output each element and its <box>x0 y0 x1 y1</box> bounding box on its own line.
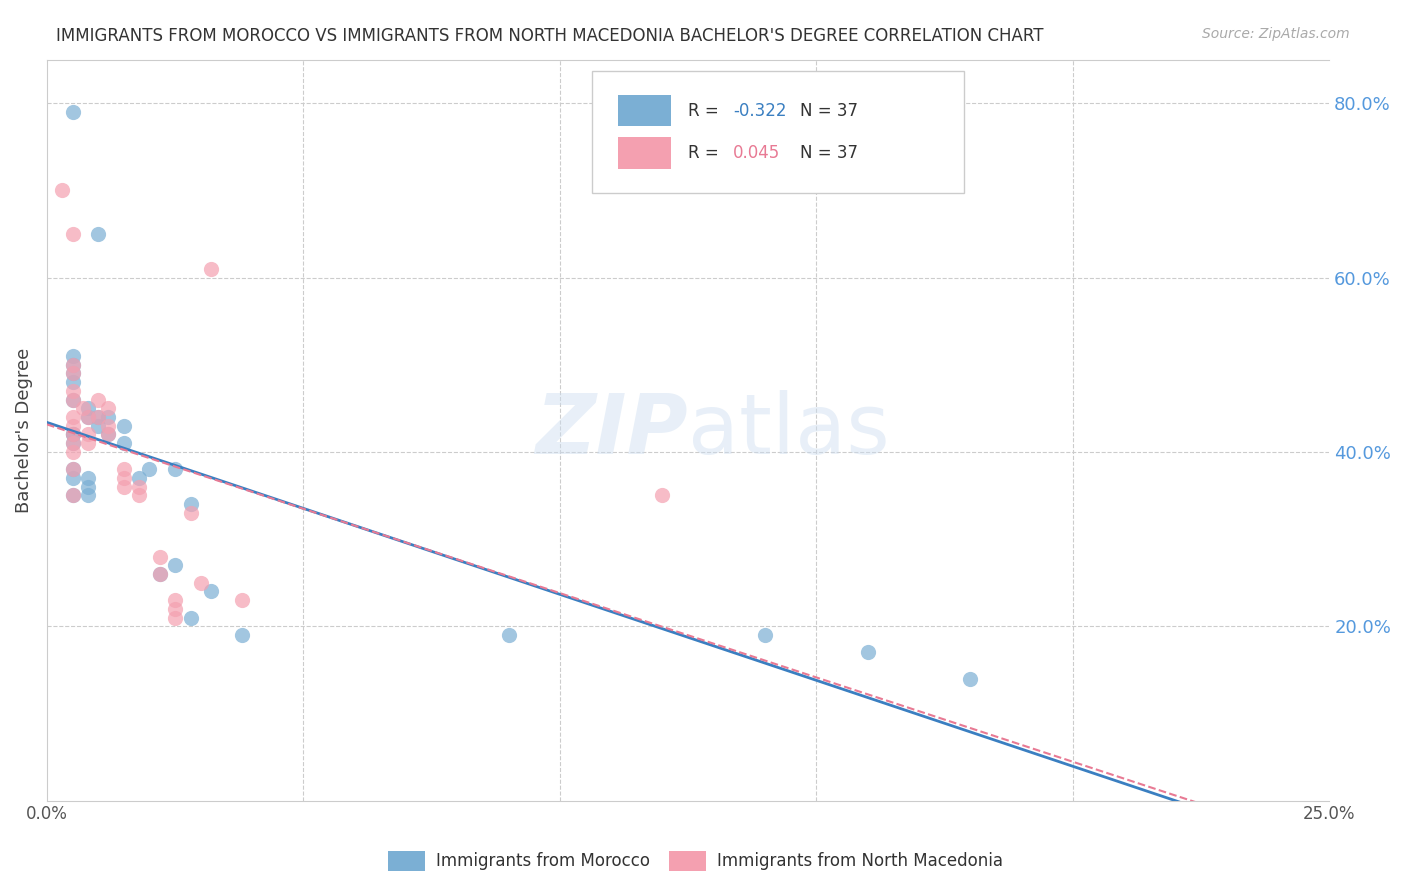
Point <box>149 549 172 564</box>
Point <box>112 418 135 433</box>
Text: atlas: atlas <box>688 390 890 471</box>
FancyBboxPatch shape <box>388 851 425 871</box>
Text: 0.045: 0.045 <box>733 144 780 162</box>
Text: N = 37: N = 37 <box>800 102 858 120</box>
Point <box>62 488 84 502</box>
Point <box>190 575 212 590</box>
Point <box>62 427 84 442</box>
Point <box>231 593 253 607</box>
Point <box>62 488 84 502</box>
Point <box>62 367 84 381</box>
Point <box>231 628 253 642</box>
Point <box>62 349 84 363</box>
Point <box>165 610 187 624</box>
Point <box>77 427 100 442</box>
Point <box>62 384 84 398</box>
Point <box>200 261 222 276</box>
Point <box>62 471 84 485</box>
Point <box>62 358 84 372</box>
Text: Source: ZipAtlas.com: Source: ZipAtlas.com <box>1202 27 1350 41</box>
Point <box>77 436 100 450</box>
Point <box>62 418 84 433</box>
Point <box>149 566 172 581</box>
Text: ZIP: ZIP <box>536 390 688 471</box>
Point <box>62 104 84 119</box>
Point <box>97 427 120 442</box>
Point <box>200 584 222 599</box>
Point <box>77 401 100 416</box>
Text: -0.322: -0.322 <box>733 102 786 120</box>
Point <box>87 410 110 425</box>
Text: R =: R = <box>688 102 724 120</box>
Point <box>77 480 100 494</box>
Point <box>651 488 673 502</box>
Point <box>62 410 84 425</box>
Text: IMMIGRANTS FROM MOROCCO VS IMMIGRANTS FROM NORTH MACEDONIA BACHELOR'S DEGREE COR: IMMIGRANTS FROM MOROCCO VS IMMIGRANTS FR… <box>56 27 1043 45</box>
Point <box>165 602 187 616</box>
Point <box>62 427 84 442</box>
Point <box>498 628 520 642</box>
Point <box>97 427 120 442</box>
Point <box>165 593 187 607</box>
Point <box>128 488 150 502</box>
Point <box>180 610 202 624</box>
Point <box>165 462 187 476</box>
Point <box>149 566 172 581</box>
Point <box>77 471 100 485</box>
Point <box>87 418 110 433</box>
Point <box>97 410 120 425</box>
Point <box>165 558 187 573</box>
FancyBboxPatch shape <box>669 851 706 871</box>
Y-axis label: Bachelor's Degree: Bachelor's Degree <box>15 348 32 513</box>
Point <box>87 392 110 407</box>
Text: N = 37: N = 37 <box>800 144 858 162</box>
Point <box>62 436 84 450</box>
Point <box>97 401 120 416</box>
Point <box>62 462 84 476</box>
Point <box>87 227 110 241</box>
Point <box>77 410 100 425</box>
Point <box>62 392 84 407</box>
Point <box>128 480 150 494</box>
Point <box>77 488 100 502</box>
Point <box>856 645 879 659</box>
FancyBboxPatch shape <box>617 137 672 169</box>
Text: R =: R = <box>688 144 730 162</box>
Point <box>128 471 150 485</box>
Point <box>754 628 776 642</box>
FancyBboxPatch shape <box>617 95 672 127</box>
Text: Immigrants from North Macedonia: Immigrants from North Macedonia <box>717 852 1002 870</box>
Point <box>62 367 84 381</box>
Point <box>112 471 135 485</box>
Point <box>180 506 202 520</box>
Point <box>112 436 135 450</box>
Point <box>112 480 135 494</box>
Text: Immigrants from Morocco: Immigrants from Morocco <box>436 852 650 870</box>
Point <box>97 418 120 433</box>
Point <box>62 375 84 389</box>
Point <box>87 410 110 425</box>
Point <box>51 183 73 197</box>
Point <box>180 497 202 511</box>
FancyBboxPatch shape <box>592 70 963 193</box>
Point <box>62 227 84 241</box>
Point <box>62 427 84 442</box>
Point <box>62 358 84 372</box>
Point <box>62 436 84 450</box>
Point <box>112 462 135 476</box>
Point <box>72 401 94 416</box>
Point <box>62 462 84 476</box>
Point <box>138 462 160 476</box>
Point <box>62 392 84 407</box>
Point <box>959 672 981 686</box>
Point <box>77 410 100 425</box>
Point <box>62 445 84 459</box>
